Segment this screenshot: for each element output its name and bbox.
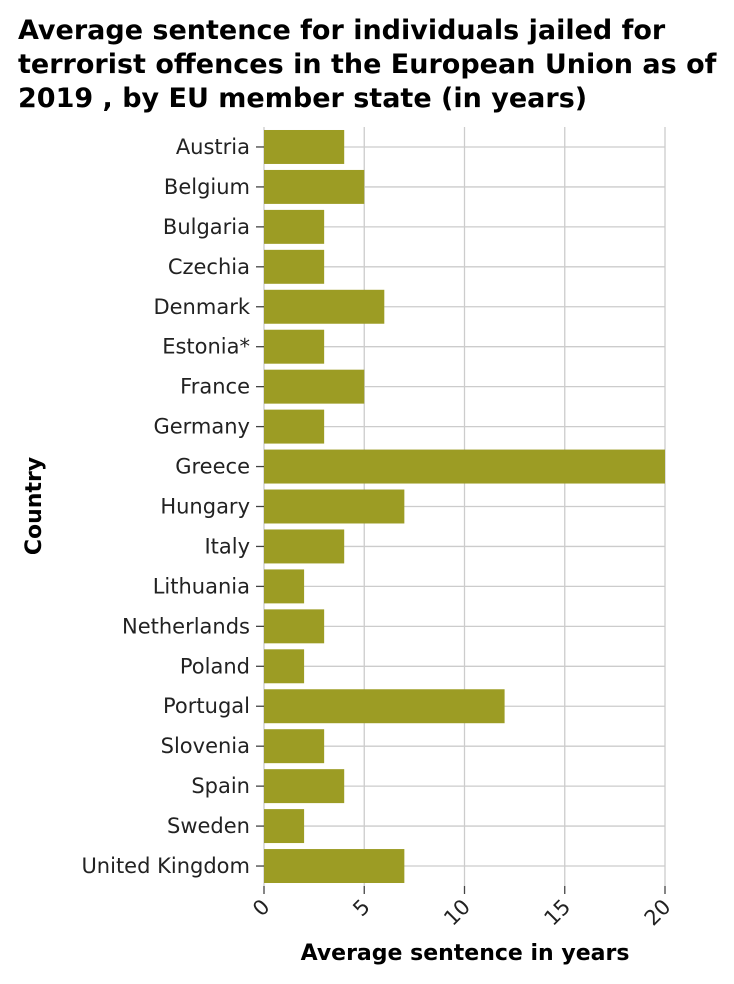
y-tick-label: United Kingdom [81,854,250,878]
y-tick-label: Spain [191,774,250,798]
x-tick-label: 0 [248,895,274,921]
bar-belgium [264,169,365,204]
y-tick-labels: Austria Belgium Bulgaria Czechia Denmark Esto… [81,135,250,878]
y-tick-label: France [180,375,250,399]
bar-spain [264,769,345,804]
y-tick-label: Italy [204,534,250,558]
y-tick-label: Austria [176,135,250,159]
y-tick-label: Netherlands [122,614,250,638]
bar-hungary [264,489,405,524]
bar-greece [264,449,665,484]
x-axis-title: Average sentence in years [301,941,630,966]
chart-title: Average sentence for individuals jailed … [18,15,717,114]
bar-portugal [264,689,505,724]
x-tick-labels: 0 5 10 15 20 [248,895,675,931]
y-tick-label: Lithuania [153,574,250,598]
y-tick-label: Portugal [163,694,250,718]
y-tick-label: Estonia* [162,335,250,359]
bars [264,129,665,884]
y-tick-label: Czechia [168,255,250,279]
bar-slovenia [264,729,325,764]
x-tick-label: 15 [539,895,575,931]
x-tick-label: 20 [640,895,676,931]
bar-czechia [264,249,325,284]
y-tick-label: Bulgaria [163,215,250,239]
bar-italy [264,529,345,564]
y-tick-label: Denmark [153,295,250,319]
bar-lithuania [264,569,305,604]
y-tick-label: Greece [175,455,250,479]
y-axis-title: Country [22,457,47,555]
bar-netherlands [264,609,325,644]
bar-poland [264,649,305,684]
bar-austria [264,129,345,164]
bar-germany [264,409,325,444]
bar-denmark [264,289,385,324]
bar-united-kingdom [264,849,405,884]
y-tick-label: Germany [153,415,250,439]
y-tick-label: Slovenia [161,734,250,758]
x-tick-label: 10 [439,895,475,931]
bar-france [264,369,365,404]
y-tick-label: Poland [180,654,250,678]
x-tick-label: 5 [348,895,374,921]
y-tick-label: Hungary [160,495,250,519]
bar-sweden [264,809,305,844]
y-tick-label: Sweden [167,814,250,838]
bar-bulgaria [264,209,325,244]
bar-estonia [264,329,325,364]
y-tick-label: Belgium [164,175,250,199]
